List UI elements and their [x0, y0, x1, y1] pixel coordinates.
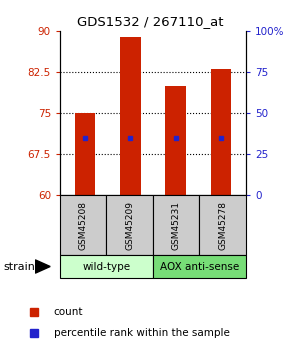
Bar [120, 37, 140, 195]
Bar [200, 195, 246, 255]
Text: GDS1532 / 267110_at: GDS1532 / 267110_at [77, 16, 223, 29]
Bar [153, 255, 246, 278]
Text: count: count [54, 307, 83, 317]
Text: percentile rank within the sample: percentile rank within the sample [54, 328, 230, 338]
Bar [75, 113, 95, 195]
Text: strain: strain [3, 262, 35, 272]
Bar [106, 195, 153, 255]
Polygon shape [35, 260, 50, 273]
Bar [166, 86, 186, 195]
Text: wild-type: wild-type [82, 262, 130, 272]
Text: GSM45231: GSM45231 [172, 200, 181, 250]
Bar [60, 195, 106, 255]
Text: GSM45209: GSM45209 [125, 200, 134, 250]
Bar [153, 195, 200, 255]
Bar [60, 255, 153, 278]
Text: GSM45278: GSM45278 [218, 200, 227, 250]
Bar [211, 69, 231, 195]
Text: AOX anti-sense: AOX anti-sense [160, 262, 239, 272]
Text: GSM45208: GSM45208 [79, 200, 88, 250]
